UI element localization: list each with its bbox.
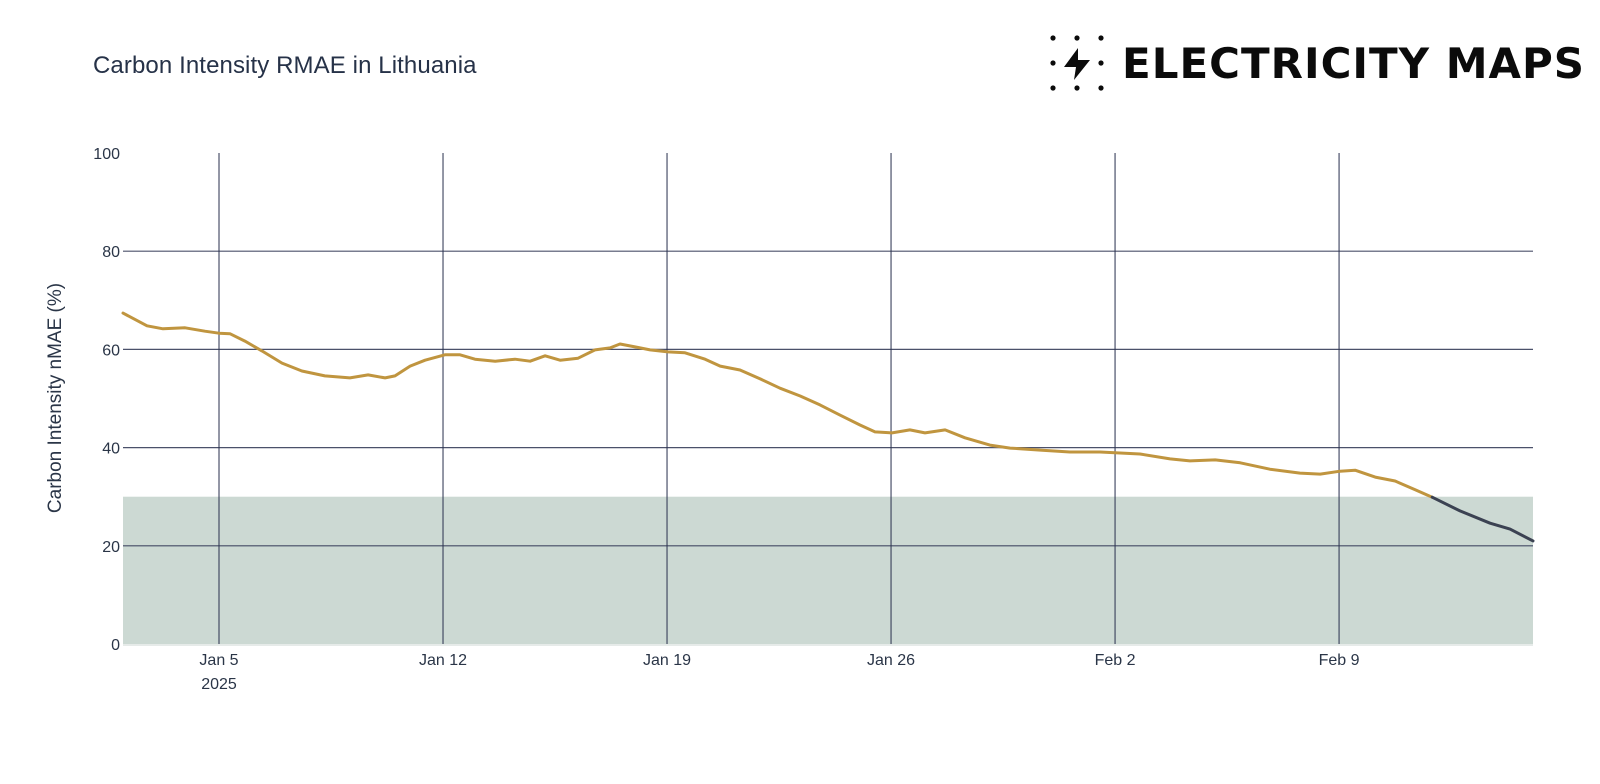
target-band — [123, 496, 1533, 644]
x-tick-label: Feb 9 — [1319, 652, 1360, 669]
x-tick-label: Jan 26 — [867, 652, 915, 669]
gridlines — [123, 153, 1533, 644]
y-axis: 0 20 40 60 80 100 — [93, 146, 120, 654]
band-layer — [123, 496, 1533, 646]
x-tick-label: Jan 5 — [199, 652, 238, 669]
y-tick-label: 0 — [111, 637, 120, 654]
y-tick-label: 100 — [93, 146, 120, 163]
chart-title: Carbon Intensity RMAE in Lithuania — [93, 52, 477, 79]
x-axis: Jan 5 2025 Jan 12 Jan 19 Jan 26 Feb 2 Feb 9 — [199, 652, 1359, 693]
x-tick-year-label: 2025 — [201, 676, 237, 693]
logo-text: ELECTRICITY MAPS — [1122, 38, 1586, 88]
y-axis-title: Carbon Intensity nMAE (%) — [45, 283, 66, 513]
x-tick-label: Jan 12 — [419, 652, 467, 669]
series-line-within-band — [1430, 495, 1535, 543]
y-tick-label: 80 — [102, 244, 120, 261]
y-tick-label: 40 — [102, 441, 120, 458]
y-tick-label: 20 — [102, 539, 120, 556]
x-tick-label: Jan 19 — [643, 652, 691, 669]
series-layer — [121, 311, 1535, 543]
series-line-above-band — [121, 311, 1434, 499]
x-tick-label: Feb 2 — [1095, 652, 1136, 669]
y-tick-label: 60 — [102, 342, 120, 359]
electricity-maps-logo: ELECTRICITY MAPS — [1048, 32, 1585, 94]
lightning-bolt-dots-icon — [1050, 35, 1104, 91]
